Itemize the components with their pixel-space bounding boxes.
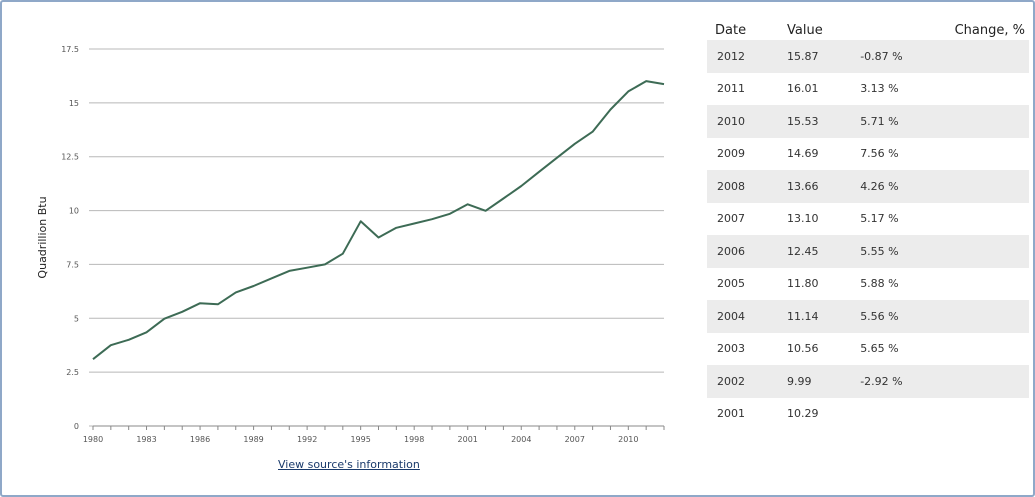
cell-change: 5.88 % <box>860 277 899 291</box>
y-tick-label: 2.5 <box>66 368 79 377</box>
x-tick-label: 2007 <box>565 435 585 444</box>
table-header-row: Date Value Change, % <box>707 20 1029 40</box>
cell-date: 2008 <box>707 170 788 203</box>
line-chart: 0 2.5 5 7.5 10 12.5 15 17.5 1980 1983 1986 1989 1992… <box>36 45 665 444</box>
y-tick-label: 12.5 <box>61 153 79 162</box>
cell-value: 10.56 <box>787 342 819 356</box>
table-row: 2012 15.87 -0.87 % <box>707 40 1029 73</box>
x-tick-label: 1986 <box>190 435 210 444</box>
cell-change: 7.56 % <box>860 147 899 161</box>
cell-value: 15.53 <box>787 105 861 138</box>
x-tick-label: 2010 <box>618 435 638 444</box>
table-row: 2010 15.53 5.71 % <box>707 105 1029 138</box>
cell-value: 13.10 <box>787 212 819 226</box>
cell-date: 2003 <box>717 342 745 356</box>
table-row: 2003 10.56 5.65 % <box>707 333 1029 366</box>
table-row: 2008 13.66 4.26 % <box>707 170 1029 203</box>
cell-value: 16.01 <box>787 82 819 96</box>
table-row: 2007 13.10 5.17 % <box>707 203 1029 236</box>
y-tick-label: 7.5 <box>66 260 79 269</box>
cell-value: 15.87 <box>787 40 861 73</box>
cell-date: 2009 <box>717 147 745 161</box>
cell-value: 9.99 <box>787 365 861 398</box>
cell-date: 2004 <box>707 300 788 333</box>
cell-value: 13.66 <box>787 170 861 203</box>
cell-value: 11.14 <box>787 300 861 333</box>
table-row: 2005 11.80 5.88 % <box>707 268 1029 301</box>
cell-change: 5.55 % <box>860 235 1029 268</box>
cell-value: 14.69 <box>787 147 819 161</box>
cell-date: 2002 <box>707 365 788 398</box>
cell-date: 2001 <box>717 407 745 421</box>
cell-change <box>860 398 1029 431</box>
cell-change: 5.17 % <box>860 212 899 226</box>
y-tick-label: 0 <box>74 422 79 431</box>
x-tick-label: 1980 <box>83 435 103 444</box>
cell-value: 12.45 <box>787 235 861 268</box>
cell-date: 2006 <box>707 235 788 268</box>
y-axis-title: Quadrillion Btu <box>36 196 49 278</box>
cell-change: -0.87 % <box>860 40 1029 73</box>
y-tick-label: 10 <box>69 207 79 216</box>
y-tick-label: 17.5 <box>61 45 79 54</box>
cell-date: 2010 <box>707 105 788 138</box>
cell-date: 2011 <box>717 82 745 96</box>
data-table: Date Value Change, % 2012 15.87 -0.87 % 201… <box>707 20 1029 430</box>
table-row: 2011 16.01 3.13 % <box>707 73 1029 106</box>
header-value: Value <box>787 22 823 38</box>
table-row: 2006 12.45 5.55 % <box>707 235 1029 268</box>
cell-change: -2.92 % <box>860 365 1029 398</box>
cell-date: 2012 <box>707 40 788 73</box>
table-row: 2002 9.99 -2.92 % <box>707 365 1029 398</box>
header-date: Date <box>715 22 747 38</box>
cell-change: 5.56 % <box>860 300 1029 333</box>
cell-change: 5.65 % <box>860 342 899 356</box>
x-tick-label: 1998 <box>404 435 424 444</box>
x-tick-label: 1989 <box>243 435 263 444</box>
cell-value: 11.80 <box>787 277 819 291</box>
y-tick-label: 5 <box>74 314 79 323</box>
table-row: 2004 11.14 5.56 % <box>707 300 1029 333</box>
x-tick-label: 2001 <box>458 435 478 444</box>
cell-value: 10.29 <box>787 407 819 421</box>
x-tick-label: 1995 <box>350 435 370 444</box>
x-tick-label: 2004 <box>511 435 531 444</box>
cell-date: 2007 <box>717 212 745 226</box>
x-tick-label: 1983 <box>136 435 156 444</box>
cell-date: 2005 <box>717 277 745 291</box>
cell-change: 3.13 % <box>860 82 899 96</box>
cell-change: 4.26 % <box>860 170 1029 203</box>
view-source-link[interactable]: View source's information <box>278 458 420 471</box>
series-line <box>92 80 665 360</box>
cell-change: 5.71 % <box>860 105 1029 138</box>
table-row: 2001 10.29 <box>707 398 1029 431</box>
table-row: 2009 14.69 7.56 % <box>707 138 1029 171</box>
header-change: Change, % <box>954 22 1025 38</box>
y-tick-label: 15 <box>69 99 79 108</box>
x-tick-label: 1992 <box>297 435 317 444</box>
